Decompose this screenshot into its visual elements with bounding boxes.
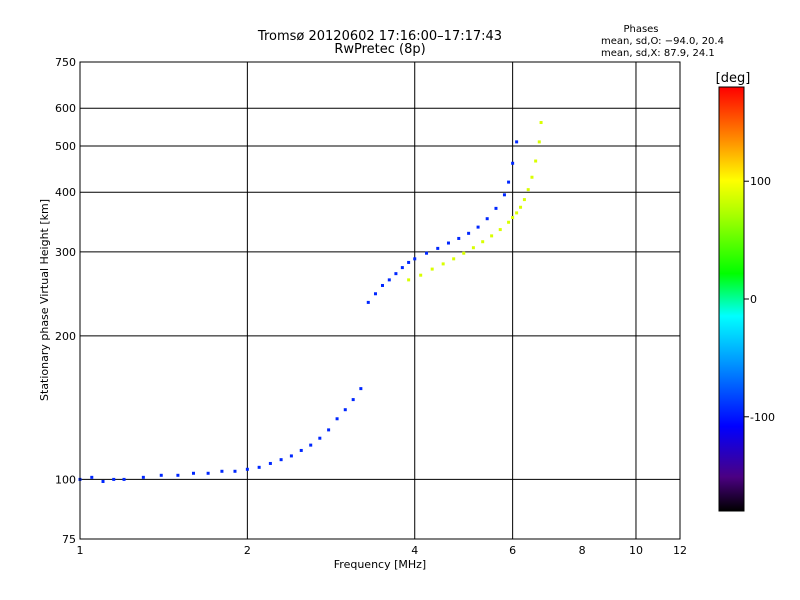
data-point-o: [446, 241, 450, 245]
data-point-o: [176, 473, 180, 477]
data-point-x: [537, 140, 541, 144]
x-tick-label: 4: [411, 544, 418, 557]
y-tick-label: 500: [55, 140, 76, 153]
data-point-o: [380, 283, 384, 287]
y-tick-label: 400: [55, 186, 76, 199]
grid-lines: [80, 62, 680, 539]
data-point-o: [289, 454, 293, 458]
data-point-o: [394, 272, 398, 276]
data-point-o: [494, 206, 498, 210]
x-tick-label: 10: [629, 544, 643, 557]
data-point-o: [502, 193, 506, 197]
data-point-x: [419, 273, 423, 277]
data-point-x: [507, 220, 511, 224]
x-axis-label: Frequency [MHz]: [334, 558, 426, 571]
legend-x-stats: mean, sd,X: 87.9, 24.1: [601, 48, 715, 59]
legend-o-stats: mean, sd,O: −94.0, 20.4: [601, 36, 724, 47]
x-tick-label: 8: [579, 544, 586, 557]
data-point-x: [530, 175, 534, 179]
data-point-x: [534, 159, 538, 163]
data-point-x: [481, 240, 485, 244]
data-point-o: [343, 408, 347, 412]
chart-subtitle: RwPretec (8p): [334, 42, 425, 57]
y-tick-labels: 75 100 200 300 400 500 600 750: [55, 56, 76, 546]
data-point-x: [471, 246, 475, 250]
data-point-o: [359, 387, 363, 391]
data-point-o: [101, 479, 105, 483]
data-point-x: [515, 211, 519, 215]
legend-heading: Phases: [623, 24, 658, 35]
data-point-o: [268, 461, 272, 465]
x-tick-label: 2: [244, 544, 251, 557]
data-point-x: [430, 267, 434, 271]
data-point-o: [457, 236, 461, 240]
x-tick-labels: 1 2 4 6 8 10 12: [77, 544, 688, 557]
data-point-o: [515, 140, 519, 144]
data-point-o: [327, 428, 331, 432]
data-point-o: [257, 465, 261, 469]
colorbar-tick-label: 0: [750, 293, 757, 306]
data-point-x: [441, 262, 445, 266]
colorbar-tick-label: 100: [750, 175, 771, 188]
data-point-o: [206, 471, 210, 475]
data-point-o: [373, 292, 377, 296]
scatter-points: [78, 121, 543, 483]
data-point-o: [279, 458, 283, 462]
data-point-o: [90, 475, 94, 479]
data-point-x: [490, 234, 494, 238]
colorbar-ticks: 100 0 -100: [744, 175, 775, 424]
data-point-o: [122, 477, 126, 481]
data-point-x: [539, 121, 543, 125]
colorbar: [718, 86, 745, 512]
data-point-x: [498, 228, 502, 232]
data-point-o: [245, 467, 249, 471]
data-point-o: [467, 231, 471, 235]
x-tick-label: 1: [77, 544, 84, 557]
data-point-o: [425, 251, 429, 255]
data-point-o: [299, 448, 303, 452]
data-point-o: [387, 278, 391, 282]
colorbar-label: [deg]: [716, 71, 751, 86]
y-tick-label: 750: [55, 56, 76, 69]
data-point-o: [233, 469, 237, 473]
data-point-o: [159, 473, 163, 477]
data-point-o: [400, 266, 404, 270]
data-point-o: [351, 398, 355, 402]
y-tick-label: 200: [55, 330, 76, 343]
data-point-o: [141, 475, 145, 479]
data-point-o: [413, 257, 417, 261]
data-point-x: [462, 251, 466, 255]
y-tick-label: 100: [55, 473, 76, 486]
plot-frame: [79, 61, 681, 540]
data-point-o: [112, 477, 116, 481]
data-point-x: [519, 205, 523, 209]
data-point-o: [476, 225, 480, 229]
data-point-x: [407, 278, 411, 282]
chart-title: Tromsø 20120602 17:16:00–17:17:43: [257, 29, 502, 44]
data-point-o: [335, 417, 339, 421]
data-point-o: [511, 161, 515, 165]
x-tick-label: 6: [509, 544, 516, 557]
data-point-o: [191, 471, 195, 475]
data-point-o: [366, 300, 370, 304]
y-tick-label: 300: [55, 246, 76, 259]
data-point-x: [511, 216, 515, 220]
data-point-o: [318, 436, 322, 440]
colorbar-tick-label: -100: [750, 411, 775, 424]
data-point-o: [309, 443, 313, 447]
data-point-o: [436, 246, 440, 250]
data-point-o: [485, 217, 489, 221]
x-tick-label: 12: [673, 544, 687, 557]
y-axis-label: Stationary phase Virtual Height [km]: [38, 199, 51, 401]
y-tick-label: 600: [55, 102, 76, 115]
data-point-x: [522, 198, 526, 202]
data-point-o: [407, 260, 411, 264]
data-point-x: [452, 257, 456, 261]
data-point-x: [526, 188, 530, 192]
y-tick-label: 75: [62, 533, 76, 546]
data-point-o: [220, 469, 224, 473]
data-point-o: [507, 180, 511, 184]
